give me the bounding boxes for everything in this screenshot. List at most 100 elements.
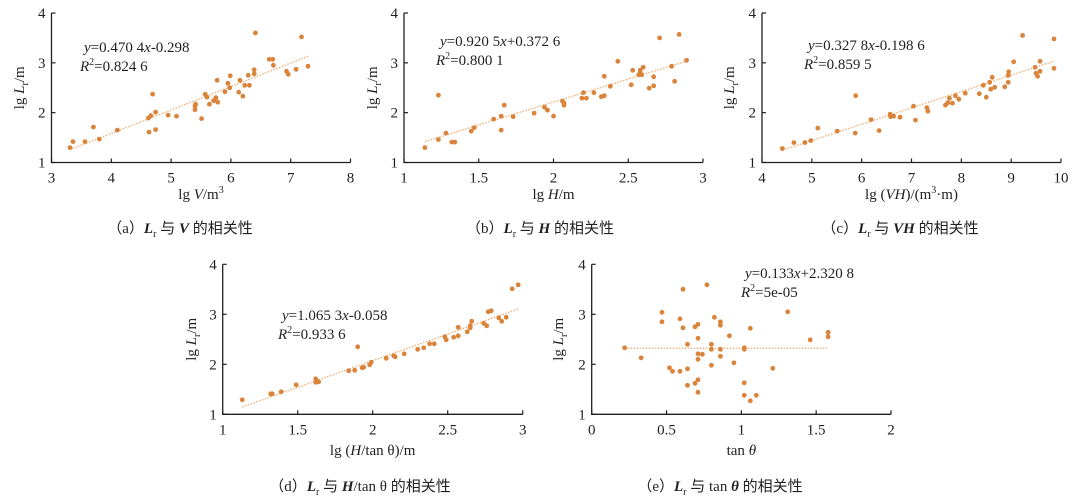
data-point bbox=[496, 315, 502, 321]
data-point bbox=[584, 95, 589, 101]
eq-x-var: x bbox=[499, 34, 507, 50]
data-point bbox=[266, 56, 272, 62]
data-point bbox=[579, 95, 585, 101]
y-tick-label: 2 bbox=[391, 106, 399, 122]
r2-value: =5e-05 bbox=[755, 285, 798, 301]
regression-equation: y=0.470 4x-0.298 bbox=[82, 40, 190, 56]
caption-connector: 与 bbox=[319, 478, 342, 495]
data-point bbox=[651, 74, 657, 80]
data-point bbox=[415, 346, 421, 352]
data-point bbox=[443, 130, 449, 136]
data-point bbox=[464, 329, 470, 335]
data-point bbox=[1051, 36, 1057, 42]
x-tick-label: 0 bbox=[588, 422, 596, 438]
data-point bbox=[676, 32, 682, 37]
trendline bbox=[69, 55, 309, 151]
xlabel-variable: V bbox=[194, 187, 205, 203]
x-tick-label: 1 bbox=[738, 422, 746, 438]
data-point bbox=[852, 130, 858, 136]
x-axis-title: lg (VH)/(m3·m) bbox=[865, 185, 958, 203]
data-point bbox=[236, 89, 242, 95]
data-point bbox=[436, 92, 441, 98]
r2-symbol: R bbox=[803, 57, 813, 73]
data-point bbox=[421, 345, 427, 351]
data-point bbox=[825, 329, 831, 335]
r2-symbol: R bbox=[277, 327, 287, 343]
data-point bbox=[237, 77, 243, 83]
caption-subject: L bbox=[143, 221, 153, 237]
data-point bbox=[956, 96, 962, 102]
data-point bbox=[469, 318, 475, 324]
data-point bbox=[225, 80, 231, 86]
data-point bbox=[741, 392, 747, 398]
data-point bbox=[868, 117, 874, 122]
data-point bbox=[622, 345, 627, 351]
caption-variable: H bbox=[538, 221, 552, 237]
caption-index: （a） bbox=[107, 220, 144, 237]
data-point bbox=[709, 341, 714, 347]
r2-symbol: R bbox=[79, 59, 89, 75]
data-point bbox=[551, 113, 556, 119]
data-point bbox=[677, 316, 683, 322]
data-point bbox=[718, 322, 723, 328]
data-point bbox=[545, 107, 550, 113]
ylabel-subscript: r bbox=[373, 81, 384, 85]
data-point bbox=[695, 321, 701, 327]
x-tick-label: 2.5 bbox=[438, 422, 457, 438]
data-point bbox=[637, 67, 643, 73]
y-tick-label: 1 bbox=[578, 407, 586, 423]
caption-index: （e） bbox=[637, 478, 674, 495]
y-axis-title: lg Lr/m bbox=[184, 317, 203, 360]
x-tick-label: 1 bbox=[400, 171, 408, 187]
data-point bbox=[174, 113, 179, 119]
y-tick-label: 3 bbox=[209, 307, 217, 323]
data-point bbox=[667, 365, 672, 371]
ylabel-prefix: lg bbox=[12, 94, 28, 109]
data-point bbox=[346, 368, 352, 374]
r-squared-label: R2=0.800 1 bbox=[435, 51, 504, 69]
data-point bbox=[913, 117, 918, 123]
data-point bbox=[709, 362, 714, 368]
x-tick-label: 2 bbox=[369, 422, 377, 438]
data-point bbox=[392, 354, 398, 360]
r2-superscript: 2 bbox=[287, 325, 292, 336]
data-point bbox=[153, 109, 159, 115]
data-point bbox=[669, 63, 674, 69]
caption-suffix: 的相关性 bbox=[189, 220, 253, 237]
data-point bbox=[270, 56, 276, 62]
regression-equation: y=0.327 8x-0.198 6 bbox=[806, 38, 925, 54]
ylabel-unit: /m bbox=[722, 66, 738, 82]
data-point bbox=[114, 127, 120, 133]
data-point bbox=[1020, 33, 1025, 38]
data-point bbox=[352, 367, 358, 373]
panel-caption: （a）Lr 与 V 的相关性 bbox=[107, 220, 252, 240]
data-point bbox=[825, 334, 831, 340]
data-point bbox=[695, 351, 701, 357]
data-point bbox=[983, 94, 989, 100]
ylabel-subscript: r bbox=[20, 81, 31, 85]
data-point bbox=[615, 58, 621, 64]
data-point bbox=[422, 145, 428, 151]
data-point bbox=[503, 314, 509, 320]
ylabel-unit: /m bbox=[12, 66, 28, 82]
data-point bbox=[510, 114, 516, 120]
data-point bbox=[251, 67, 257, 73]
data-point bbox=[834, 128, 840, 134]
data-point bbox=[853, 93, 859, 99]
data-point bbox=[808, 138, 814, 144]
data-point bbox=[253, 30, 258, 36]
ylabel-unit: /m bbox=[551, 317, 567, 333]
data-point bbox=[685, 341, 690, 347]
data-point bbox=[501, 102, 507, 108]
ylabel-subscript: r bbox=[192, 333, 203, 337]
data-point bbox=[684, 57, 689, 63]
data-point bbox=[148, 113, 154, 119]
regression-equation: y=0.133x+2.320 8 bbox=[743, 266, 854, 282]
data-point bbox=[467, 325, 473, 331]
data-point bbox=[646, 85, 652, 91]
x-tick-label: 5 bbox=[167, 171, 175, 187]
data-point bbox=[685, 382, 690, 388]
data-point bbox=[368, 359, 374, 365]
data-point bbox=[239, 397, 245, 403]
